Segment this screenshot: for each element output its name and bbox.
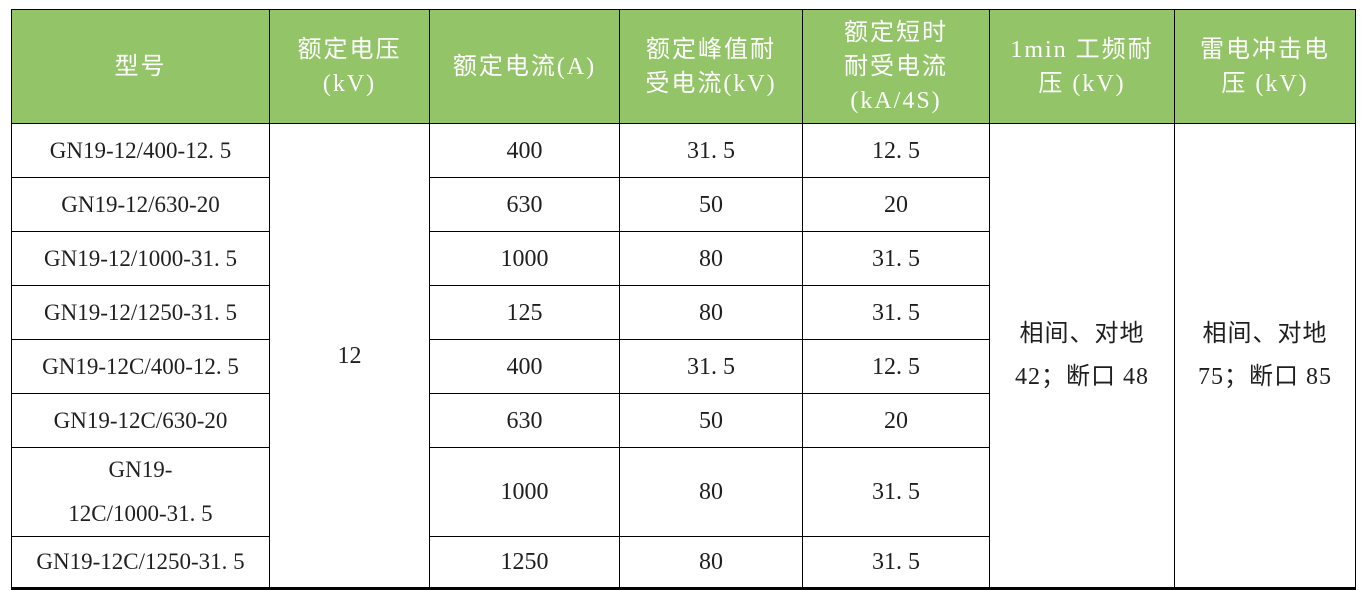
rated-current-cell: 630 xyxy=(429,393,620,448)
table-row: GN19-12C/400-12. 5 400 31. 5 12. 5 xyxy=(11,339,1356,394)
table-row: GN19-12/400-12. 5 12 400 31. 5 12. 5 相间、… xyxy=(11,123,1356,589)
short-time-cell: 20 xyxy=(802,177,990,232)
short-time-cell: 31. 5 xyxy=(802,536,990,589)
rated-voltage-merged-cell: 12 xyxy=(269,123,430,589)
rated-current-cell: 630 xyxy=(429,177,620,232)
rated-current-cell: 400 xyxy=(429,123,620,178)
model-cell: GN19-12C/630-20 xyxy=(11,393,270,448)
peak-current-cell: 50 xyxy=(619,393,803,448)
col-header-rated-voltage: 额定电压 (kV) xyxy=(269,9,430,124)
peak-current-cell: 50 xyxy=(619,177,803,232)
col-header-rated-current: 额定电流(A) xyxy=(429,9,620,124)
col-header-power-freq: 1min 工频耐 压 (kV) xyxy=(989,9,1175,124)
short-time-cell: 31. 5 xyxy=(802,285,990,340)
col-header-short-time: 额定短时 耐受电流 (kA/4S) xyxy=(802,9,990,124)
short-time-cell: 31. 5 xyxy=(802,447,990,537)
peak-current-cell: 31. 5 xyxy=(619,123,803,178)
peak-current-cell: 80 xyxy=(619,536,803,589)
power-freq-merged-cell: 相间、对地 42；断口 48 xyxy=(989,123,1175,589)
rated-current-cell: 1000 xyxy=(429,231,620,286)
peak-current-cell: 31. 5 xyxy=(619,339,803,394)
model-cell: GN19-12/400-12. 5 xyxy=(11,123,270,178)
model-cell: GN19-12/1000-31. 5 xyxy=(11,231,270,286)
table-row: GN19-12/1250-31. 5 125 80 31. 5 xyxy=(11,285,1356,340)
peak-current-cell: 80 xyxy=(619,285,803,340)
header-row: 型号 额定电压 (kV) 额定电流(A) 额定峰值耐 受电流(kV) 额定短时 … xyxy=(11,9,1356,124)
short-time-cell: 12. 5 xyxy=(802,339,990,394)
short-time-cell: 12. 5 xyxy=(802,123,990,178)
rated-current-cell: 1000 xyxy=(429,447,620,537)
model-cell: GN19- 12C/1000-31. 5 xyxy=(11,447,270,537)
model-cell: GN19-12/1250-31. 5 xyxy=(11,285,270,340)
model-cell: GN19-12C/400-12. 5 xyxy=(11,339,270,394)
table-row: GN19-12C/630-20 630 50 20 xyxy=(11,393,1356,448)
rated-current-cell: 400 xyxy=(429,339,620,394)
col-header-peak-withstand: 额定峰值耐 受电流(kV) xyxy=(619,9,803,124)
lightning-merged-cell: 相间、对地 75；断口 85 xyxy=(1174,123,1356,589)
col-header-model: 型号 xyxy=(11,9,270,124)
table-row: GN19- 12C/1000-31. 5 1000 80 31. 5 xyxy=(11,447,1356,537)
table-row: GN19-12C/1250-31. 5 1250 80 31. 5 xyxy=(11,536,1356,589)
spec-table: 型号 额定电压 (kV) 额定电流(A) 额定峰值耐 受电流(kV) 额定短时 … xyxy=(11,9,1356,590)
peak-current-cell: 80 xyxy=(619,231,803,286)
peak-current-cell: 80 xyxy=(619,447,803,537)
col-header-lightning: 雷电冲击电 压 (kV) xyxy=(1174,9,1356,124)
short-time-cell: 31. 5 xyxy=(802,231,990,286)
model-cell: GN19-12C/1250-31. 5 xyxy=(11,536,270,589)
short-time-cell: 20 xyxy=(802,393,990,448)
rated-current-cell: 125 xyxy=(429,285,620,340)
rated-current-cell: 1250 xyxy=(429,536,620,589)
model-cell: GN19-12/630-20 xyxy=(11,177,270,232)
